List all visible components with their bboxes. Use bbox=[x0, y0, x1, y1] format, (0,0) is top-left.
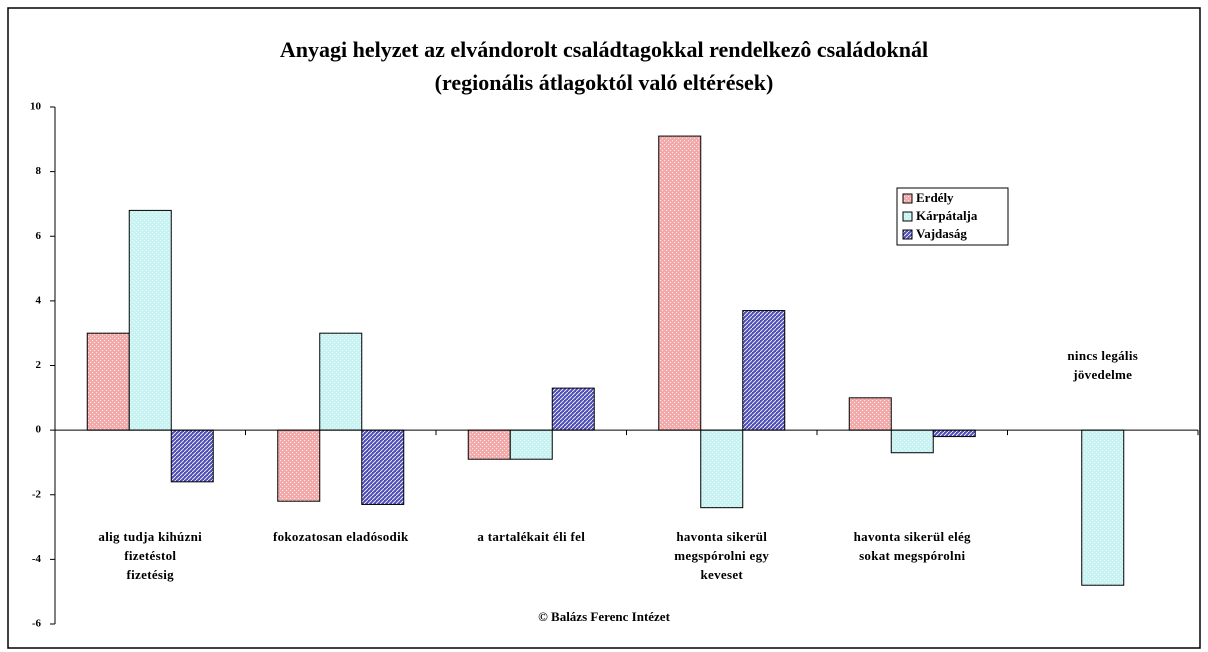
legend-label: Kárpátalja bbox=[916, 208, 978, 223]
y-tick-label: 10 bbox=[30, 101, 42, 113]
bar bbox=[361, 429, 405, 505]
y-tick-label: -2 bbox=[32, 488, 42, 500]
y-tick-label: 6 bbox=[36, 230, 42, 242]
y-tick-label: -4 bbox=[32, 553, 42, 565]
bar bbox=[509, 429, 553, 460]
bar bbox=[277, 429, 321, 502]
legend-swatch bbox=[902, 229, 913, 240]
bar bbox=[1081, 429, 1125, 586]
legend-label: Erdély bbox=[916, 190, 954, 205]
bar bbox=[700, 429, 744, 509]
x-tick-label: havonta sikerül elég sokat megspórolni bbox=[853, 529, 971, 564]
chart-border bbox=[7, 7, 1201, 649]
chart-subtitle: (regionális átlagoktól való eltérések) bbox=[435, 70, 774, 95]
bar bbox=[467, 429, 511, 460]
bar bbox=[848, 397, 892, 431]
legend-label: Vajdaság bbox=[916, 226, 967, 241]
source-note: © Balázs Ferenc Intézet bbox=[538, 609, 671, 624]
y-tick-label: -6 bbox=[32, 618, 42, 630]
legend-box bbox=[896, 187, 1009, 246]
y-tick-label: 8 bbox=[36, 165, 42, 177]
bar bbox=[658, 135, 702, 431]
bar bbox=[86, 332, 130, 431]
x-tick-label: a tartalékait éli fel bbox=[477, 529, 586, 545]
bar bbox=[551, 387, 595, 431]
bar bbox=[128, 209, 172, 431]
bar bbox=[932, 429, 976, 438]
y-tick-label: 4 bbox=[36, 294, 42, 306]
legend-swatch bbox=[902, 193, 913, 204]
legend-swatch bbox=[902, 211, 913, 222]
y-tick-label: 0 bbox=[36, 424, 42, 436]
x-tick-label: fokozatosan eladósodik bbox=[272, 529, 409, 545]
x-tick-label: alig tudja kihúzni fizetéstol fizetésig bbox=[98, 529, 203, 583]
bar bbox=[170, 429, 214, 483]
x-tick-label: nincs legális jövedelme bbox=[1067, 348, 1139, 383]
x-tick-label: havonta sikerül megspórolni egy keveset bbox=[674, 529, 770, 583]
bar bbox=[742, 310, 786, 431]
bar bbox=[319, 332, 363, 431]
chart-title: Anyagi helyzet az elvándorolt családtago… bbox=[280, 37, 928, 62]
bar bbox=[890, 429, 934, 454]
y-tick-label: 2 bbox=[36, 359, 42, 371]
